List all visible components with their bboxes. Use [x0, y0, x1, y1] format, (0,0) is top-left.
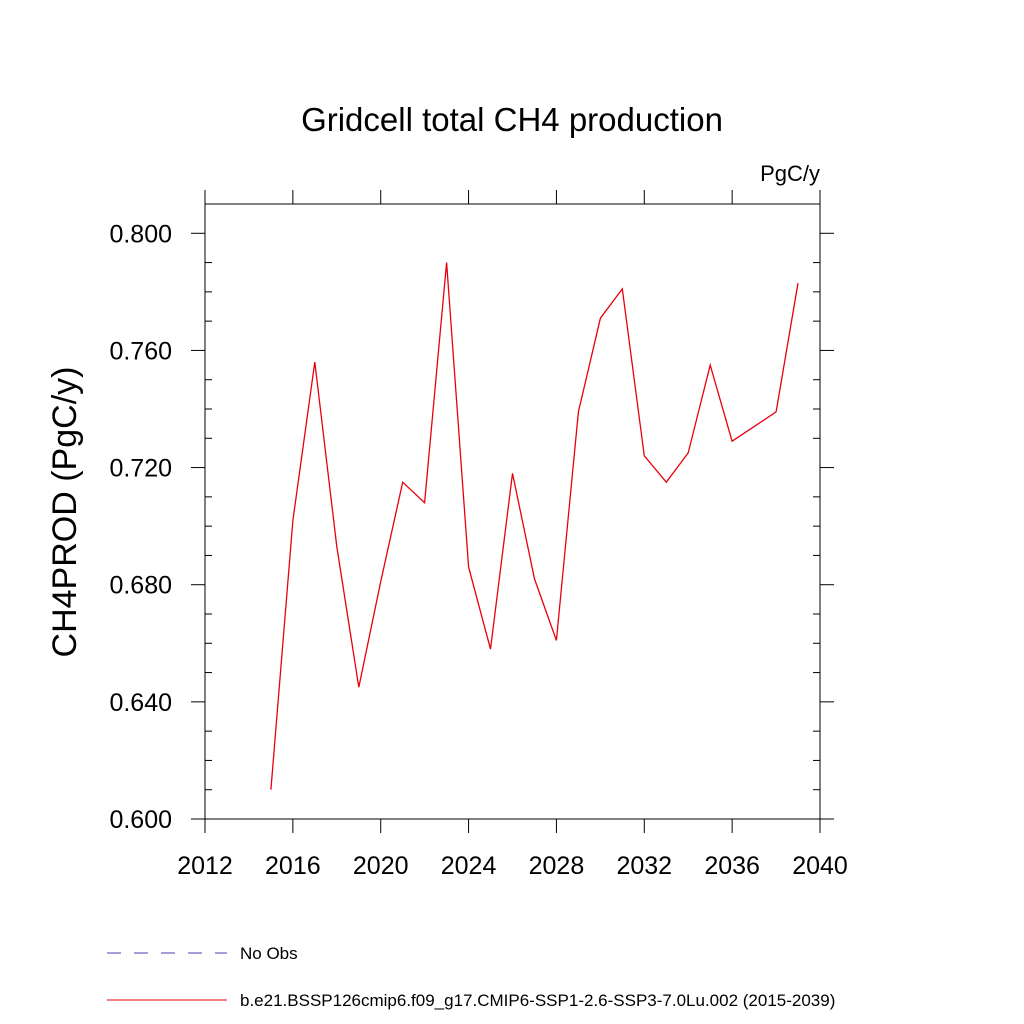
y-tick-label: 0.640: [109, 689, 172, 717]
x-tick-label: 2036: [704, 852, 760, 880]
x-tick-label: 2028: [529, 852, 585, 880]
plot-frame: [204, 203, 821, 820]
legend-label-model-run: b.e21.BSSP126cmip6.f09_g17.CMIP6-SSP1-2.…: [240, 991, 835, 1010]
tick-labels: 2012 2016 2020 2024 2028 2032 2036 2040 0.600 0.6…: [109, 220, 847, 880]
series-line-0: [270, 262, 799, 790]
y-tick-label: 0.680: [109, 572, 172, 600]
legend-label-no-obs: No Obs: [240, 944, 298, 963]
y-tick-label: 0.760: [109, 337, 172, 365]
axis-ticks: [191, 190, 834, 833]
y-tick-label: 0.720: [109, 455, 172, 483]
x-tick-label: 2040: [792, 852, 848, 880]
x-tick-label: 2012: [177, 852, 233, 880]
y-tick-label: 0.800: [109, 220, 172, 248]
y-tick-label: 0.600: [109, 806, 172, 834]
chart-title: Gridcell total CH4 production: [301, 101, 723, 138]
x-tick-label: 2032: [616, 852, 672, 880]
units-label: PgC/y: [760, 161, 820, 186]
legend: No Obs b.e21.BSSP126cmip6.f09_g17.CMIP6-…: [107, 944, 835, 1010]
y-axis-label: CH4PROD (PgC/y): [46, 367, 84, 658]
x-tick-label: 2024: [441, 852, 497, 880]
x-tick-label: 2016: [265, 852, 321, 880]
data-series: [270, 262, 799, 790]
x-tick-label: 2020: [353, 852, 409, 880]
